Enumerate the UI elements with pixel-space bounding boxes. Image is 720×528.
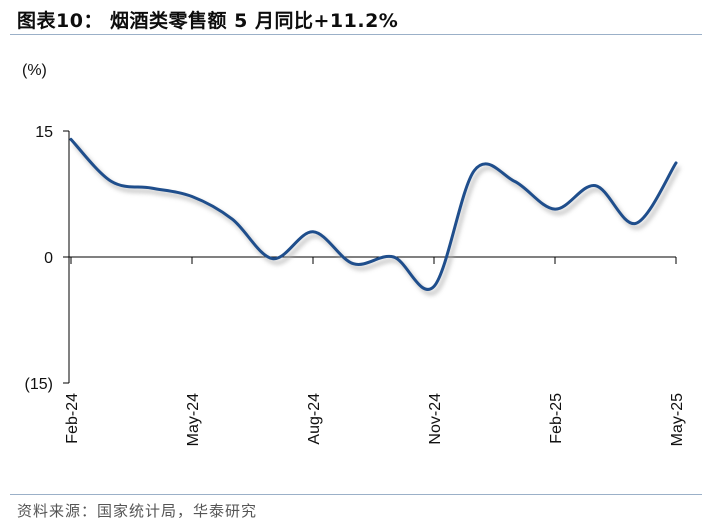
y-tick-label: 15: [35, 124, 53, 141]
x-tick-label: Feb-24: [64, 393, 81, 444]
source-note: 资料来源：国家统计局，华泰研究: [17, 502, 258, 520]
x-tick-label: Aug-24: [306, 393, 323, 445]
title-divider: [10, 34, 702, 35]
y-tick-label: 0: [44, 250, 53, 267]
chart-title: 图表10： 烟酒类零售额 5 月同比+11.2%: [17, 10, 399, 32]
y-axis-unit-label: (%): [22, 62, 47, 79]
x-tick-label: May-24: [185, 393, 202, 446]
y-tick-label: (15): [25, 376, 53, 393]
x-tick-label: Nov-24: [427, 393, 444, 445]
series-line: [69, 137, 678, 291]
x-tick-label: May-25: [669, 393, 686, 446]
x-tick-label: Feb-25: [548, 393, 565, 444]
series-line-shadow: [72, 142, 681, 296]
source-divider: [10, 494, 702, 495]
